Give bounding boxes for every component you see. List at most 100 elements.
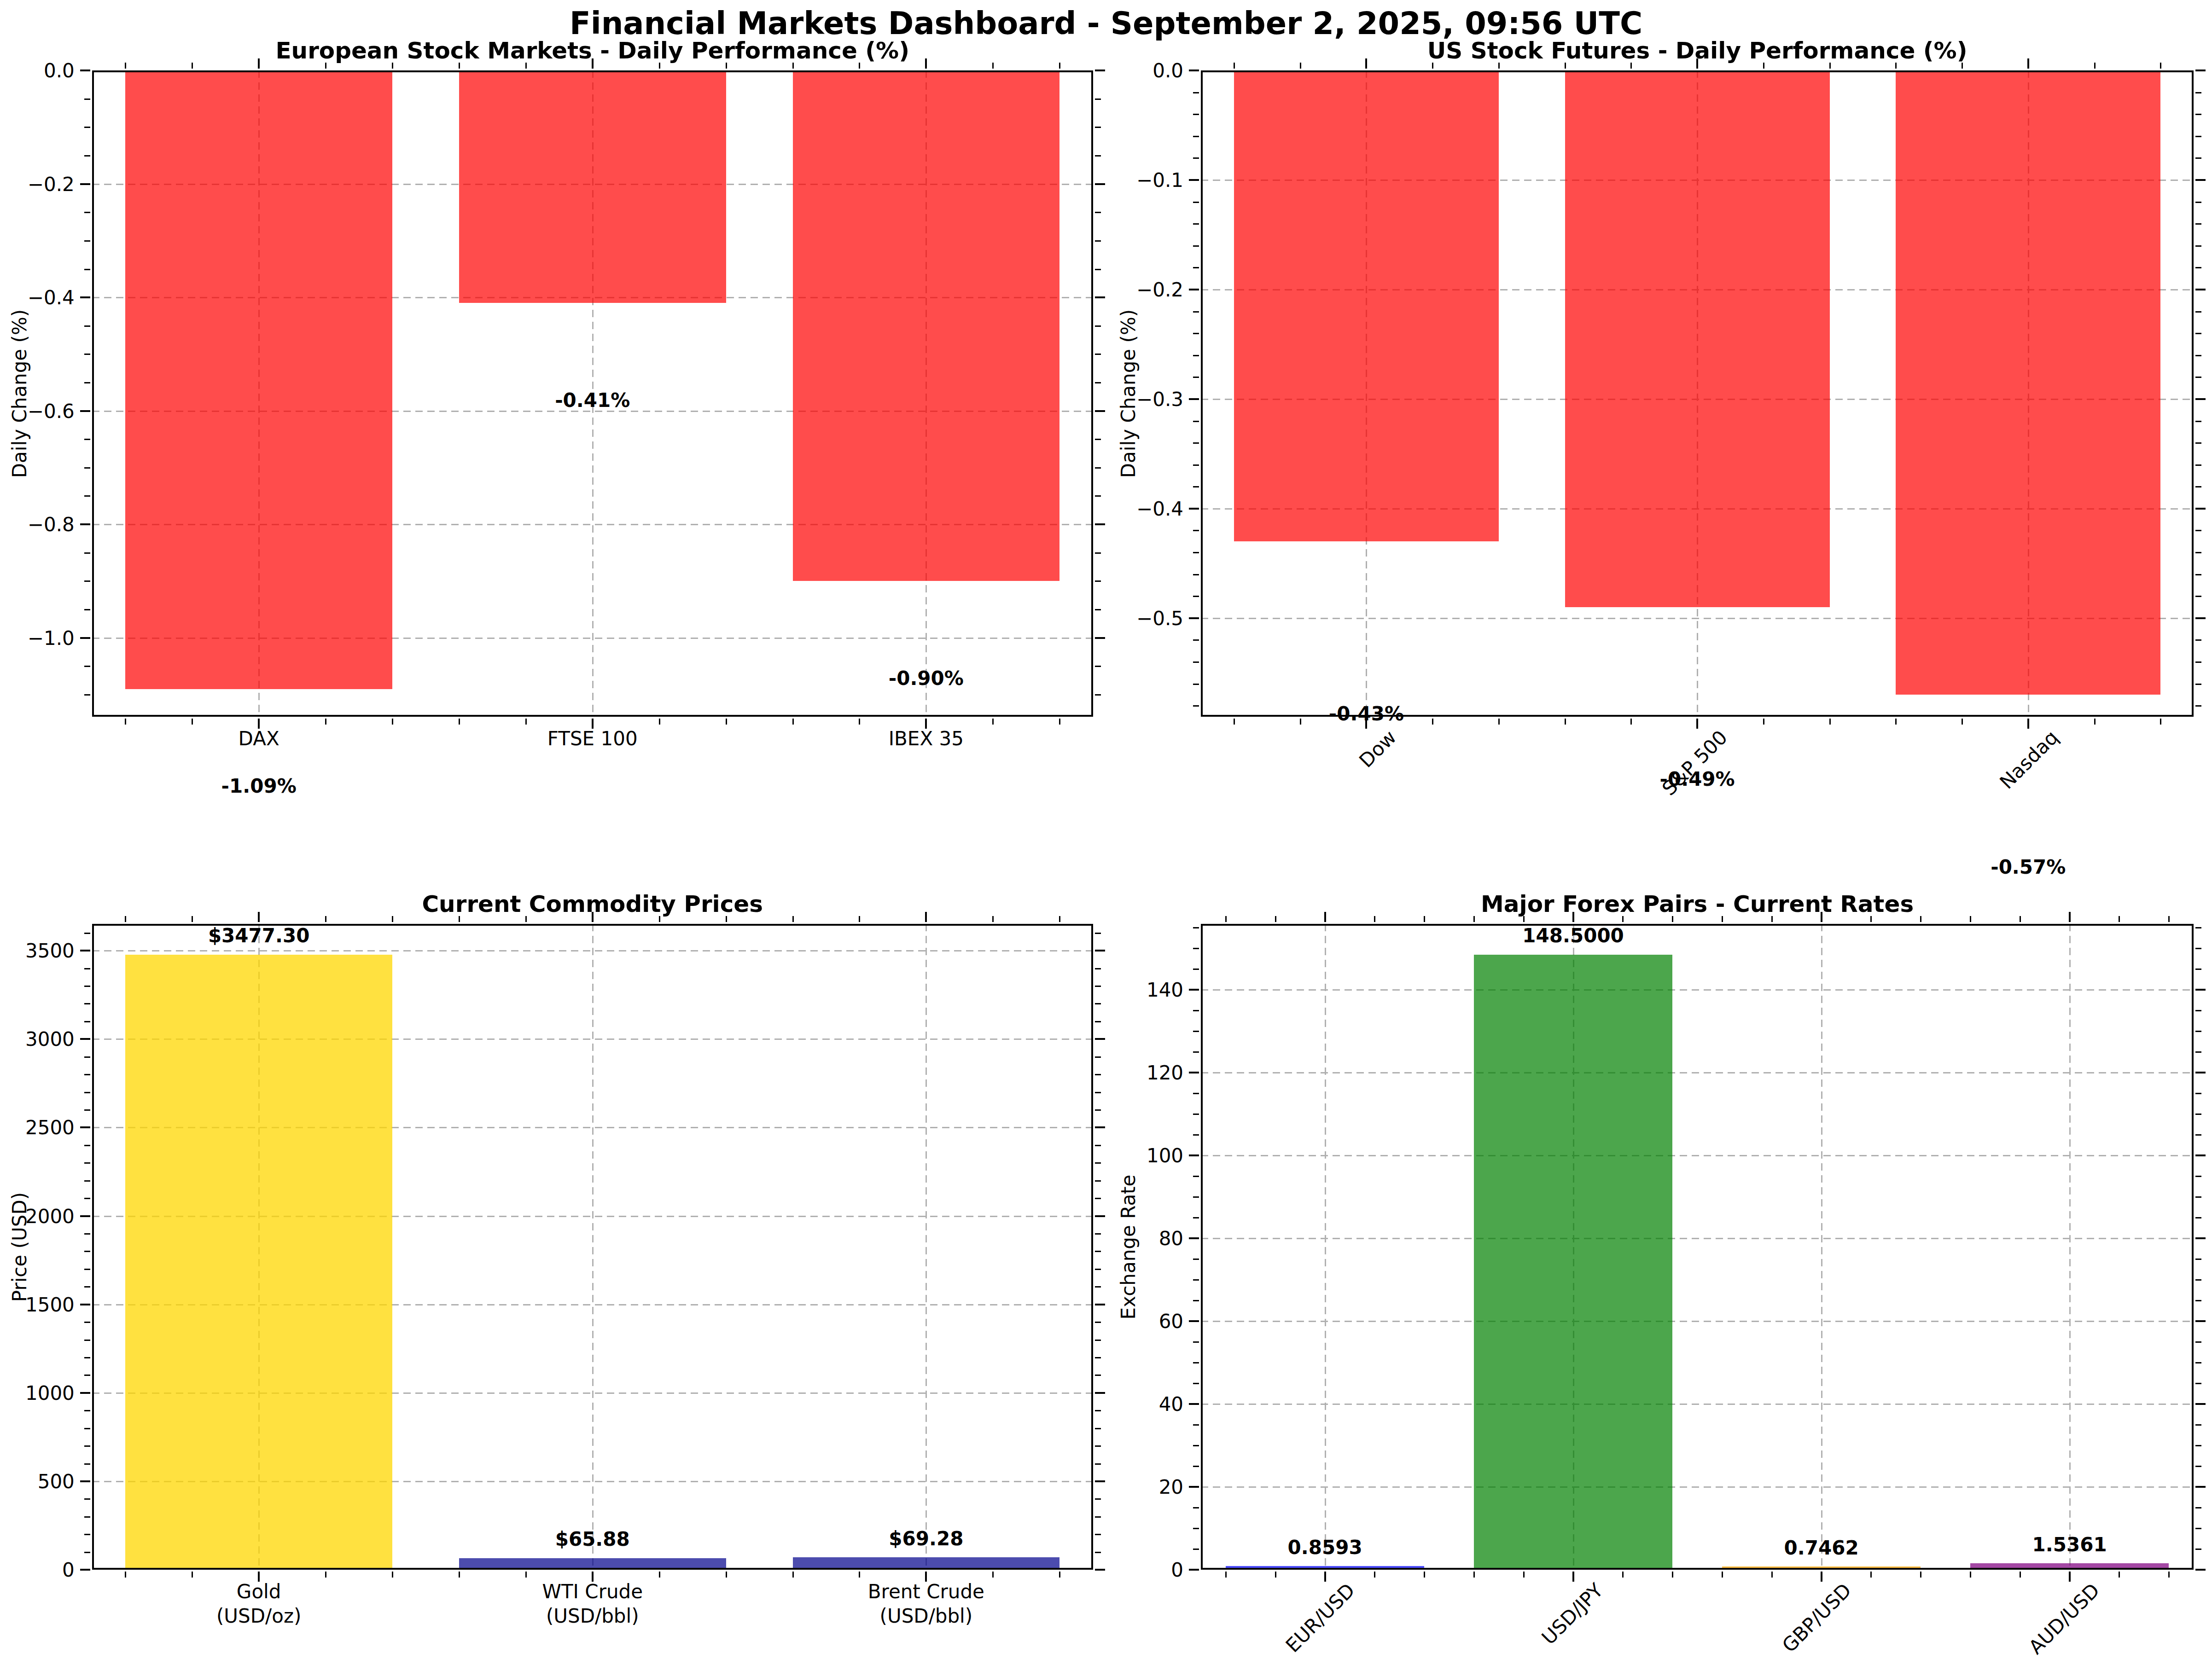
y-minor-tick [1193, 661, 1199, 663]
x-minor-tick [859, 63, 860, 69]
chart-forex: Major Forex Pairs - Current RatesExchang… [1201, 924, 2194, 1570]
y-major-tick [2195, 1072, 2206, 1073]
y-tick-label: 40 [1159, 1393, 1183, 1415]
x-minor-tick [1962, 63, 1963, 69]
y-major-tick [2195, 289, 2206, 290]
y-minor-tick [84, 1109, 90, 1111]
y-major-tick [1189, 1486, 1199, 1488]
x-minor-tick [1225, 1572, 1227, 1578]
y-minor-tick [1095, 666, 1101, 667]
y-minor-tick [2195, 245, 2201, 247]
y-major-tick [1189, 1403, 1199, 1405]
y-minor-tick [1095, 127, 1101, 128]
x-minor-tick [1722, 916, 1723, 922]
y-minor-tick [1193, 1196, 1199, 1198]
gridline-vertical [592, 924, 594, 1570]
y-major-tick [2195, 1320, 2206, 1322]
value-label: $3477.30 [208, 924, 310, 947]
gridline-horizontal [1201, 1238, 2194, 1239]
y-minor-tick [1095, 354, 1101, 355]
y-minor-tick [2195, 1051, 2201, 1053]
y-minor-tick [1095, 1410, 1101, 1411]
y-major-tick [1095, 637, 1105, 639]
value-label: 1.5361 [2032, 1533, 2107, 1555]
x-minor-tick [1722, 1572, 1723, 1578]
x-minor-tick [1870, 1572, 1872, 1578]
x-minor-tick [1432, 719, 1433, 725]
y-minor-tick [1193, 333, 1199, 334]
y-minor-tick [1095, 439, 1101, 440]
y-major-tick [80, 183, 90, 185]
y-minor-tick [1193, 114, 1199, 115]
value-label: $65.88 [555, 1528, 630, 1550]
y-major-tick [2195, 989, 2206, 991]
y-major-tick [1189, 1569, 1199, 1571]
x-minor-tick [192, 916, 193, 922]
y-major-tick [1189, 1237, 1199, 1239]
value-label: -1.09% [221, 775, 297, 797]
y-minor-tick [1193, 684, 1199, 685]
x-minor-tick [1473, 1572, 1475, 1578]
x-minor-tick [1565, 63, 1566, 69]
gridline-horizontal [1201, 1321, 2194, 1322]
y-minor-tick [2195, 1134, 2201, 1136]
x-minor-tick [459, 63, 460, 69]
x-minor-tick [1672, 916, 1673, 922]
y-minor-tick [84, 933, 90, 934]
x-major-tick [2027, 58, 2029, 69]
x-minor-tick [125, 1572, 126, 1578]
y-minor-tick [1193, 157, 1199, 159]
x-major-tick [2069, 1572, 2071, 1582]
y-minor-tick [1095, 694, 1101, 696]
x-minor-tick [1424, 1572, 1425, 1578]
value-label: -0.43% [1329, 702, 1404, 725]
x-major-tick [1696, 719, 1698, 729]
gridline-horizontal [1201, 1486, 2194, 1488]
y-minor-tick [1095, 1516, 1101, 1518]
x-major-tick [592, 912, 594, 922]
y-minor-tick [2195, 1549, 2201, 1550]
y-major-tick [1095, 70, 1105, 71]
y-minor-tick [1095, 1074, 1101, 1075]
y-minor-tick [2195, 1528, 2201, 1529]
y-minor-tick [2195, 377, 2201, 378]
y-minor-tick [84, 212, 90, 213]
y-minor-tick [84, 1463, 90, 1465]
y-minor-tick [84, 1198, 90, 1199]
y-minor-tick [2195, 1196, 2201, 1198]
gridline-vertical [926, 924, 927, 1570]
y-major-tick [1189, 1320, 1199, 1322]
y-minor-tick [2195, 202, 2201, 203]
y-tick-label: −0.8 [28, 513, 75, 536]
y-minor-tick [1095, 1286, 1101, 1288]
x-minor-tick [459, 916, 460, 922]
x-minor-tick [459, 1572, 460, 1578]
x-minor-tick [192, 719, 193, 725]
y-minor-tick [2195, 464, 2201, 466]
y-minor-tick [2195, 1259, 2201, 1260]
x-major-tick [1572, 1572, 1574, 1582]
y-minor-tick [1193, 1114, 1199, 1115]
y-minor-tick [1193, 927, 1199, 928]
y-minor-tick [2195, 442, 2201, 444]
y-major-tick [1095, 950, 1105, 951]
y-major-tick [1095, 1038, 1105, 1040]
y-minor-tick [84, 1552, 90, 1553]
y-tick-label: 20 [1159, 1476, 1183, 1498]
y-minor-tick [2195, 552, 2201, 553]
y-minor-tick [1193, 639, 1199, 641]
x-tick-label: IBEX 35 [889, 727, 964, 751]
y-minor-tick [1193, 1466, 1199, 1467]
y-axis-label: Exchange Rate [1117, 1174, 1140, 1319]
x-minor-tick [1771, 1572, 1773, 1578]
y-minor-tick [1193, 1300, 1199, 1301]
value-label: 0.8593 [1288, 1536, 1362, 1558]
y-minor-tick [2195, 596, 2201, 597]
x-minor-tick [792, 1572, 794, 1578]
x-tick-label: AUD/USD [2024, 1579, 2104, 1659]
y-minor-tick [1095, 1233, 1101, 1235]
x-major-tick [1572, 912, 1574, 922]
y-minor-tick [2195, 267, 2201, 268]
y-tick-label: −0.6 [28, 400, 75, 422]
x-minor-tick [792, 916, 794, 922]
